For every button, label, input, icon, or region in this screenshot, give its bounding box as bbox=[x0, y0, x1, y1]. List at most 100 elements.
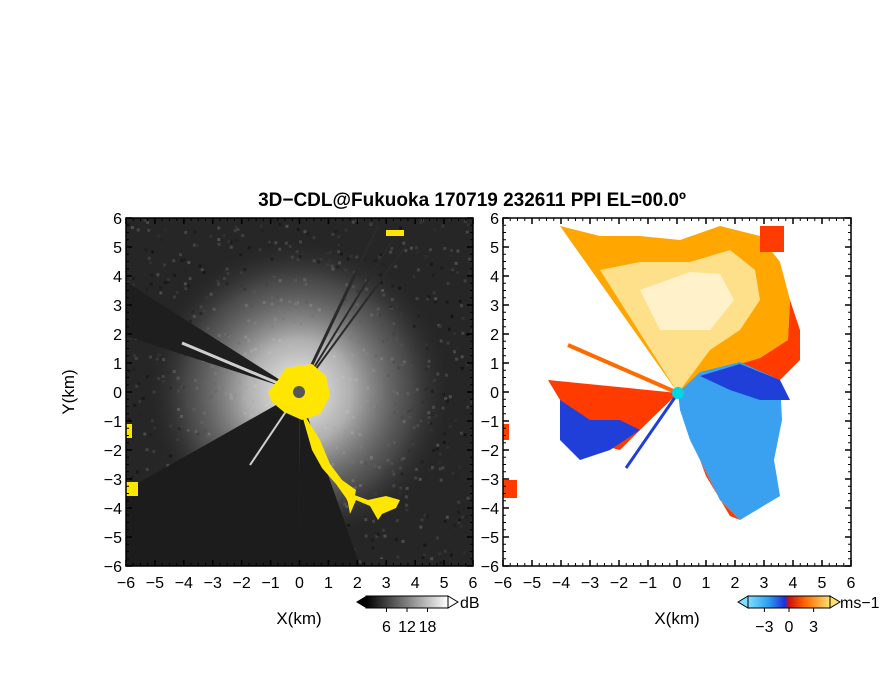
snr-noise-pixel bbox=[146, 221, 150, 225]
snr-noise-pixel bbox=[303, 230, 307, 234]
snr-noise-pixel bbox=[278, 222, 282, 226]
x-tick-label: −4 bbox=[175, 575, 193, 592]
snr-noise-pixel bbox=[126, 373, 130, 377]
x-tick-label: 2 bbox=[353, 575, 362, 592]
snr-noise-pixel bbox=[371, 546, 375, 550]
x-tick-label: −6 bbox=[494, 575, 512, 592]
y-tick-label: 0 bbox=[490, 385, 499, 402]
snr-noise-pixel bbox=[424, 255, 428, 259]
snr-noise-pixel bbox=[457, 520, 461, 524]
snr-noise-pixel bbox=[452, 329, 456, 333]
snr-noise-pixel bbox=[166, 280, 170, 284]
x-tick-label: 1 bbox=[702, 575, 711, 592]
snr-noise-pixel bbox=[456, 510, 460, 514]
snr-noise-pixel bbox=[229, 240, 233, 244]
velocity-colorbar-unit: ms−1 bbox=[840, 595, 880, 612]
snr-noise-pixel bbox=[184, 230, 188, 234]
snr-noise-pixel bbox=[331, 232, 335, 236]
snr-noise-pixel bbox=[451, 471, 455, 475]
snr-flag-region-southeast bbox=[346, 492, 400, 520]
snr-noise-pixel bbox=[227, 240, 231, 244]
snr-noise-pixel bbox=[149, 355, 153, 359]
x-tick-label: 6 bbox=[469, 575, 478, 592]
velocity-region-positive-core bbox=[640, 272, 734, 330]
snr-noise-pixel bbox=[137, 382, 141, 386]
snr-noise-pixel bbox=[147, 256, 151, 260]
snr-noise-pixel bbox=[358, 560, 362, 564]
velocity-radar-center bbox=[672, 387, 684, 399]
x-tick-label: −5 bbox=[523, 575, 541, 592]
snr-noise-pixel bbox=[425, 514, 429, 518]
snr-noise-pixel bbox=[414, 246, 418, 250]
snr-noise-pixel bbox=[419, 525, 423, 529]
snr-noise-pixel bbox=[217, 226, 221, 230]
y-tick-label: −2 bbox=[481, 443, 499, 460]
snr-noise-pixel bbox=[136, 228, 140, 232]
snr-noise-pixel bbox=[128, 480, 132, 484]
snr-noise-pixel bbox=[439, 561, 443, 565]
snr-noise-pixel bbox=[443, 549, 447, 553]
velocity-colorbar-low-arrow bbox=[737, 595, 749, 609]
snr-noise-pixel bbox=[409, 246, 413, 250]
snr-noise-pixel bbox=[338, 239, 342, 243]
snr-noise-pixel bbox=[466, 496, 470, 500]
snr-noise-pixel bbox=[461, 331, 465, 335]
snr-noise-pixel bbox=[182, 258, 186, 262]
velocity-region-west-negative bbox=[560, 400, 640, 460]
snr-noise-pixel bbox=[145, 448, 149, 452]
snr-noise-pixel bbox=[131, 277, 135, 281]
snr-noise-pixel bbox=[434, 323, 438, 327]
snr-noise-pixel bbox=[145, 287, 149, 291]
snr-noise-pixel bbox=[461, 316, 465, 320]
snr-noise-pixel bbox=[401, 539, 405, 543]
x-tick-label: 0 bbox=[673, 575, 682, 592]
y-tick-label: 4 bbox=[490, 269, 499, 286]
snr-noise-pixel bbox=[376, 532, 380, 536]
snr-noise-pixel bbox=[462, 551, 466, 555]
snr-noise-pixel bbox=[369, 223, 373, 227]
snr-noise-pixel bbox=[135, 238, 139, 242]
snr-noise-pixel bbox=[132, 283, 136, 287]
snr-noise-pixel bbox=[441, 466, 445, 470]
snr-noise-pixel bbox=[198, 264, 202, 268]
colorbar-tick-label: 12 bbox=[398, 619, 416, 636]
snr-noise-pixel bbox=[134, 356, 138, 360]
x-tick-label: −5 bbox=[146, 575, 164, 592]
snr-noise-pixel bbox=[446, 281, 450, 285]
snr-noise-pixel bbox=[364, 534, 368, 538]
snr-noise-pixel bbox=[163, 281, 167, 285]
snr-noise-pixel bbox=[130, 476, 134, 480]
y-tick-label: −3 bbox=[104, 472, 122, 489]
colorbar-tick-label: 18 bbox=[419, 619, 437, 636]
snr-noise-pixel bbox=[463, 499, 467, 503]
snr-noise-pixel bbox=[421, 556, 425, 560]
snr-noise-pixel bbox=[427, 295, 431, 299]
y-tick-label: 4 bbox=[113, 269, 122, 286]
x-tick-label: 5 bbox=[818, 575, 827, 592]
snr-noise-pixel bbox=[180, 259, 184, 263]
snr-noise-pixel bbox=[445, 300, 449, 304]
snr-noise-pixel bbox=[457, 500, 461, 504]
snr-noise-pixel bbox=[379, 253, 383, 257]
snr-noise-pixel bbox=[457, 465, 461, 469]
snr-noise-pixel bbox=[448, 218, 452, 222]
y-tick-label: 0 bbox=[113, 385, 122, 402]
y-tick-label: 6 bbox=[113, 211, 122, 228]
snr-noise-pixel bbox=[148, 238, 152, 242]
snr-noise-pixel bbox=[162, 455, 166, 459]
y-tick-label: 3 bbox=[490, 298, 499, 315]
snr-noise-pixel bbox=[458, 314, 462, 318]
snr-noise-pixel bbox=[440, 266, 444, 270]
x-tick-label: −1 bbox=[261, 575, 279, 592]
snr-noise-pixel bbox=[188, 277, 192, 281]
x-tick-label: 3 bbox=[760, 575, 769, 592]
snr-noise-pixel bbox=[147, 228, 151, 232]
snr-noise-pixel bbox=[209, 234, 213, 238]
snr-noise-pixel bbox=[405, 508, 409, 512]
velocity-beam-line-2 bbox=[624, 392, 680, 469]
snr-noise-pixel bbox=[196, 220, 200, 224]
snr-noise-pixel bbox=[394, 265, 398, 269]
snr-noise-pixel bbox=[448, 424, 452, 428]
y-tick-label: 1 bbox=[490, 356, 499, 373]
